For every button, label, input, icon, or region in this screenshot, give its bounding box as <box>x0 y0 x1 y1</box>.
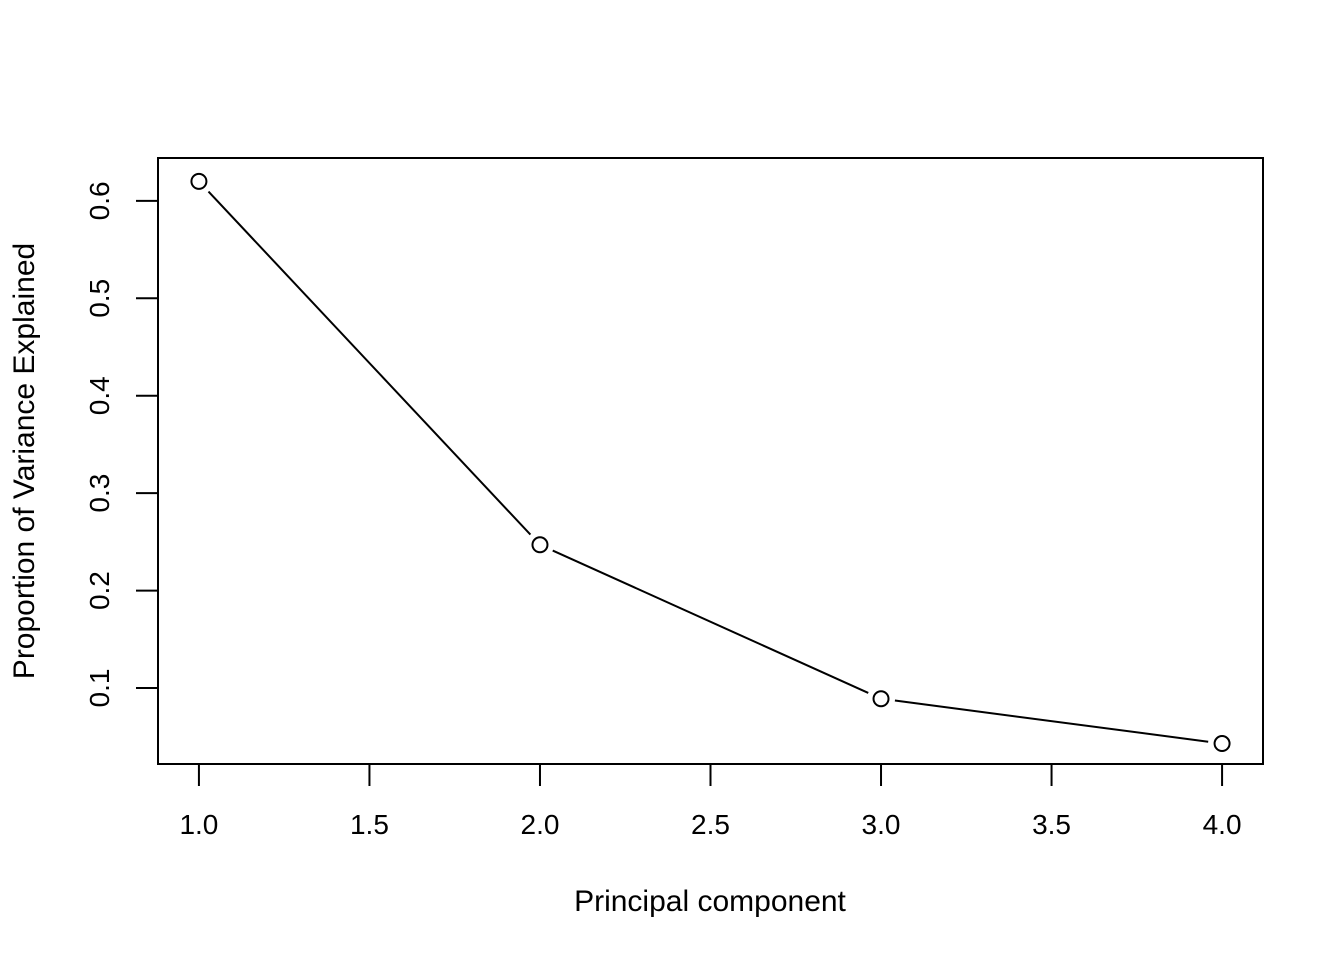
x-tick-label: 2.5 <box>691 809 730 840</box>
series-line-segment <box>894 699 1209 743</box>
x-tick-label: 2.0 <box>521 809 560 840</box>
data-point <box>190 172 208 190</box>
series-line-segment <box>552 549 869 694</box>
data-point <box>872 690 890 708</box>
data-point <box>1213 735 1231 753</box>
x-tick-label: 3.0 <box>862 809 901 840</box>
y-tick-label: 0.4 <box>84 376 115 415</box>
x-axis-title: Principal component <box>574 885 846 918</box>
x-tick-label: 3.5 <box>1032 809 1071 840</box>
y-tick-label: 0.1 <box>84 669 115 708</box>
plot-frame <box>157 157 1264 765</box>
x-tick-label: 4.0 <box>1203 809 1242 840</box>
y-tick-label: 0.6 <box>84 181 115 220</box>
y-axis-title: Proportion of Variance Explained <box>8 243 41 679</box>
y-tick-label: 0.5 <box>84 279 115 318</box>
x-tick-label: 1.0 <box>179 809 218 840</box>
y-tick-label: 0.2 <box>84 571 115 610</box>
data-point <box>531 536 549 554</box>
y-tick-label: 0.3 <box>84 474 115 513</box>
x-tick-label: 1.5 <box>350 809 389 840</box>
series-line-segment <box>207 190 532 536</box>
